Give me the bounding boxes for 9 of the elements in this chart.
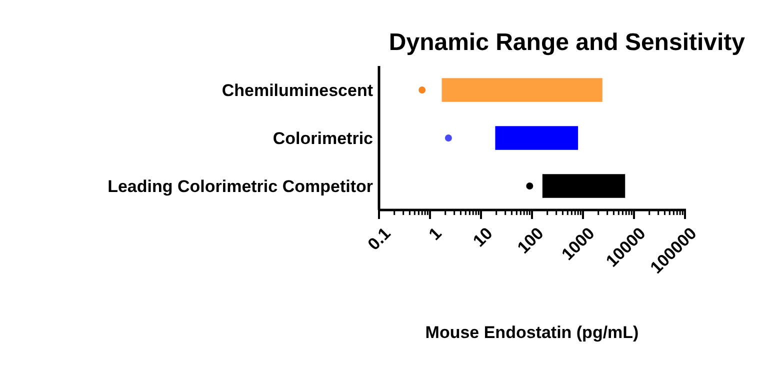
chart-title: Dynamic Range and Sensitivity [388,29,746,56]
x-tick-label: 0.1 [364,224,394,254]
y-tick-label: Leading Colorimetric Competitor [108,176,374,196]
y-tick-label: Chemiluminescent [222,80,374,100]
x-tick-label: 100 [514,224,548,258]
y-tick-label: Colorimetric [272,128,373,148]
x-tick-label: 1 [425,224,446,244]
x-tick-label: 10 [469,224,496,251]
x-axis-title: Mouse Endostatin (pg/mL) [425,323,639,342]
